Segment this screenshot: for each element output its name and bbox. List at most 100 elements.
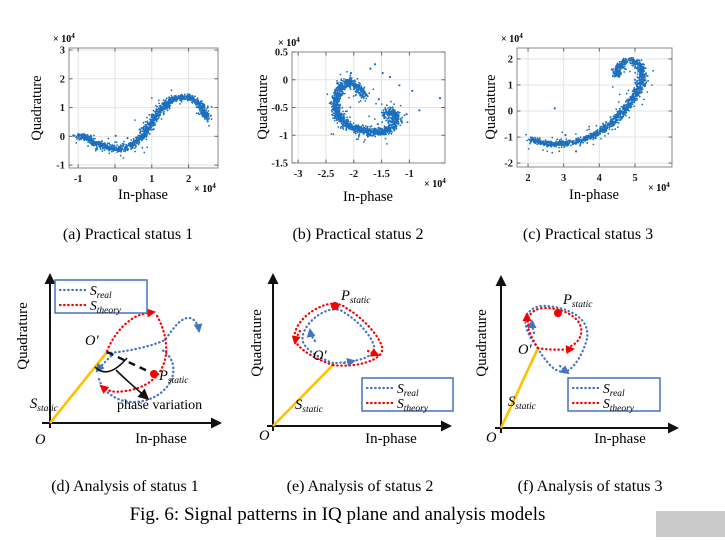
phase-variation-label: phase variation [117, 398, 202, 413]
y-tick-label: -1 [504, 133, 513, 144]
static-vector [272, 364, 334, 427]
s-theory-curve [105, 308, 156, 353]
legend-box [54, 279, 148, 314]
p-static-dot [331, 302, 339, 310]
s-real-curve [105, 316, 203, 355]
analysis-diagram-3: Sreal Stheory O′ Pstatic Sstatic O In-ph… [474, 275, 679, 447]
y-axis-label: Quadrature [474, 309, 490, 377]
legend-real-label: Sreal [603, 381, 625, 399]
x-axis-exponent: × 104 [424, 177, 446, 190]
y-axis-label: Quadrature [249, 309, 265, 377]
x-axis-label: In-phase [569, 187, 619, 203]
phase-angle-arc [94, 357, 128, 373]
y-axis-exponent: × 104 [53, 32, 75, 45]
y-axis-label: Quadrature [29, 75, 45, 140]
y-tick-label: 0 [60, 132, 65, 143]
y-tick-label: -2 [504, 159, 513, 170]
x-axis-label: In-phase [118, 187, 168, 203]
y-axis-label: Quadrature [15, 302, 31, 370]
s-real-curve [95, 354, 113, 373]
plot-background [517, 48, 672, 167]
x-tick-label: -1 [405, 169, 414, 180]
s-static-label: Sstatic [295, 397, 324, 415]
x-tick-label: 1 [149, 174, 154, 185]
scatter-points [326, 70, 409, 145]
plot-area: -3 -2.5 -2 -1.5 -1 0.5 0 -0.5 -1 -1.5 [271, 48, 446, 180]
static-vector [48, 351, 109, 424]
origin-label: O [486, 430, 497, 446]
x-axis-label: In-phase [343, 189, 393, 205]
origin-prime-label: O′ [313, 348, 327, 364]
x-tick-label: -2.5 [318, 169, 335, 180]
analysis-diagram-2: Sreal Stheory O′ Pstatic Sstatic O In-ph… [249, 273, 454, 447]
x-tick-label: 2 [186, 174, 191, 185]
origin-prime-label: O′ [85, 333, 99, 349]
y-tick-label: -0.5 [271, 103, 288, 114]
x-tick-label: -1.5 [373, 169, 390, 180]
plot-border [516, 47, 673, 168]
caption-b: (b) Practical status 2 [292, 226, 424, 243]
scatter-outliers [553, 78, 637, 153]
s-real-curve [97, 348, 175, 404]
legend-theory-label: Stheory [90, 298, 122, 316]
p-static-label: Pstatic [158, 368, 189, 386]
y-axis-exponent: × 104 [278, 36, 300, 49]
x-tick-label: 0 [112, 174, 117, 185]
caption-d: (d) Analysis of status 1 [51, 478, 199, 495]
scatter-outliers [349, 63, 442, 116]
scatter-plot-b: -3 -2.5 -2 -1.5 -1 0.5 0 -0.5 -1 -1.5 × 104 × 104… [255, 36, 446, 205]
p-static-label: Pstatic [562, 292, 593, 310]
s-real-curve [301, 308, 376, 365]
scatter-plot-a: -1 0 1 2 3 2 1 0 -1 × 104 × 104 Quadrature In-ph… [29, 32, 219, 203]
y-tick-label: 2 [60, 74, 65, 85]
analysis-diagram-1: Sreal Stheory O′ Pstatic Sstatic phase v… [15, 273, 222, 448]
s-theory-curve [99, 314, 168, 394]
p-static-label: Pstatic [340, 288, 371, 306]
x-axis-label: In-phase [365, 431, 417, 447]
scatter-points [72, 89, 213, 159]
x-tick-label: -2 [349, 169, 358, 180]
plot-area: 2 3 4 5 2 1 0 -1 -2 [504, 47, 673, 184]
phase-variation-arrow [115, 369, 150, 400]
x-tick-label: -1 [74, 174, 83, 185]
y-tick-label: 2 [508, 54, 513, 65]
y-tick-label: 1 [60, 103, 65, 114]
y-tick-label: 0.5 [275, 48, 288, 59]
s-static-label: Sstatic [508, 394, 537, 412]
y-tick-label: 0 [508, 107, 513, 118]
origin-label: O [259, 428, 270, 444]
s-real-arrow [342, 357, 356, 367]
x-axis-exponent: × 104 [648, 181, 670, 194]
p-static-dot [150, 370, 158, 378]
s-theory-arrow [536, 345, 575, 355]
y-tick-label: 1 [508, 80, 513, 91]
legend-theory-label: Stheory [603, 396, 635, 414]
y-tick-label: -1 [56, 161, 65, 172]
s-theory-arrow [522, 312, 532, 327]
s-real-arrow [306, 328, 317, 343]
origin-prime-label: O′ [518, 342, 532, 358]
y-axis-label: Quadrature [255, 74, 271, 139]
y-tick-label: -1.5 [271, 159, 288, 170]
s-theory-arrow [366, 348, 380, 357]
x-axis-label: In-phase [594, 431, 646, 447]
plot-area: -1 0 1 2 3 2 1 0 -1 [56, 46, 219, 185]
caption-a: (a) Practical status 1 [62, 226, 194, 243]
x-tick-label: 5 [632, 173, 637, 184]
s-real-arrow [558, 364, 570, 375]
s-theory-arrow [291, 329, 302, 345]
legend-real-label: Sreal [397, 381, 419, 399]
y-tick-label: 0 [283, 75, 288, 86]
caption-f: (f) Analysis of status 3 [517, 478, 663, 495]
static-vector [499, 347, 540, 429]
scatter-points [525, 56, 655, 154]
scatter-outliers [77, 120, 209, 140]
p-static-dot [554, 309, 562, 317]
chord-to-p-static [106, 350, 155, 376]
legend-box [567, 377, 661, 412]
screenshot-artifact [656, 511, 725, 537]
y-tick-label: -1 [279, 131, 288, 142]
caption-e: (e) Analysis of status 2 [286, 478, 434, 495]
x-tick-label: -3 [294, 169, 303, 180]
